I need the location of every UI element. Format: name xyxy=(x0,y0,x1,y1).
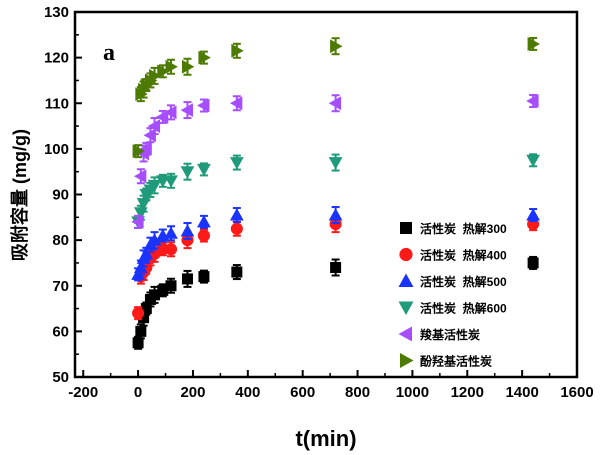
x-tick-label: 400 xyxy=(235,384,260,401)
data-point xyxy=(147,119,161,133)
series-3 xyxy=(131,206,540,282)
data-point xyxy=(231,266,243,278)
data-point xyxy=(527,37,540,51)
series-6 xyxy=(132,36,540,159)
series-5 xyxy=(131,93,539,229)
data-point xyxy=(229,157,244,170)
data-point xyxy=(197,215,211,228)
panel-label: a xyxy=(103,40,115,66)
data-point xyxy=(132,307,145,320)
data-point xyxy=(527,257,539,269)
data-point xyxy=(197,98,210,113)
y-tick-label: 50 xyxy=(52,369,69,386)
data-point xyxy=(328,208,343,221)
data-point xyxy=(133,169,147,184)
data-point xyxy=(330,39,343,54)
y-tick-label: 80 xyxy=(52,232,69,249)
y-tick-label: 90 xyxy=(52,187,69,204)
x-tick-label: 1400 xyxy=(505,384,538,401)
data-point xyxy=(181,273,193,285)
data-point xyxy=(140,303,152,315)
legend-label: 活性炭 热解400 xyxy=(420,248,507,263)
data-point xyxy=(147,233,162,246)
y-tick-label: 100 xyxy=(44,141,69,158)
data-point xyxy=(180,103,193,117)
data-point xyxy=(157,64,170,79)
data-point xyxy=(132,337,144,349)
y-tick-label: 60 xyxy=(52,323,69,340)
y-tick-label: 120 xyxy=(44,50,69,67)
x-tick-label: 600 xyxy=(290,384,315,401)
data-point xyxy=(330,262,342,273)
legend-marker xyxy=(399,247,413,262)
data-point xyxy=(198,271,210,283)
legend-label: 活性炭 热解300 xyxy=(420,221,507,236)
data-point xyxy=(229,96,243,111)
legend-label: 羧基活性炭 xyxy=(420,327,480,342)
data-point xyxy=(164,105,177,120)
x-axis-label: t(min) xyxy=(295,426,356,451)
y-axis-label: 吸附容量 (mg/g) xyxy=(9,129,30,261)
data-point xyxy=(135,325,147,337)
x-tick-label: 200 xyxy=(180,384,205,401)
x-tick-label: -200 xyxy=(68,384,98,401)
data-point xyxy=(155,110,169,124)
x-tick-label: 1200 xyxy=(451,384,484,401)
data-point xyxy=(143,128,156,143)
data-point xyxy=(328,96,342,111)
data-point xyxy=(132,144,145,159)
data-point xyxy=(526,94,539,108)
data-point xyxy=(147,179,162,193)
x-tick-label: 1000 xyxy=(396,384,429,401)
data-point xyxy=(139,142,152,156)
x-tick-label: 1600 xyxy=(560,384,593,401)
data-point xyxy=(165,280,177,292)
data-point xyxy=(164,175,178,188)
data-point xyxy=(138,312,150,324)
data-point xyxy=(231,43,244,58)
data-point xyxy=(329,218,342,231)
data-point xyxy=(149,289,161,301)
series-4 xyxy=(131,153,540,229)
data-point xyxy=(181,59,195,74)
data-point xyxy=(197,163,211,177)
data-point xyxy=(139,246,154,260)
data-point xyxy=(181,234,194,247)
x-tick-label: 800 xyxy=(345,384,370,401)
data-point xyxy=(157,284,169,296)
legend-marker xyxy=(400,353,414,368)
data-point xyxy=(164,243,178,256)
data-point xyxy=(328,157,343,170)
series-1 xyxy=(132,255,539,350)
data-point xyxy=(526,154,540,168)
legend-label: 酚羟基活性炭 xyxy=(420,354,492,369)
legend-marker xyxy=(398,326,412,342)
data-point xyxy=(131,215,144,229)
legend-label: 活性炭 热解600 xyxy=(420,301,507,316)
legend-marker xyxy=(398,273,414,287)
data-point xyxy=(230,222,243,235)
data-point xyxy=(164,226,178,239)
x-tick-label: 0 xyxy=(134,384,142,401)
data-point xyxy=(197,229,210,242)
data-point xyxy=(198,50,211,65)
data-point xyxy=(149,69,162,83)
legend-label: 活性炭 热解500 xyxy=(420,274,507,289)
y-tick-label: 130 xyxy=(44,4,69,21)
data-point xyxy=(229,208,244,221)
legend-marker xyxy=(400,222,412,234)
data-point xyxy=(165,59,178,74)
data-point xyxy=(526,208,540,221)
y-tick-label: 70 xyxy=(52,278,69,295)
data-point xyxy=(180,224,195,237)
data-point xyxy=(180,166,195,179)
legend-marker xyxy=(398,301,414,315)
y-tick-label: 110 xyxy=(45,95,69,112)
